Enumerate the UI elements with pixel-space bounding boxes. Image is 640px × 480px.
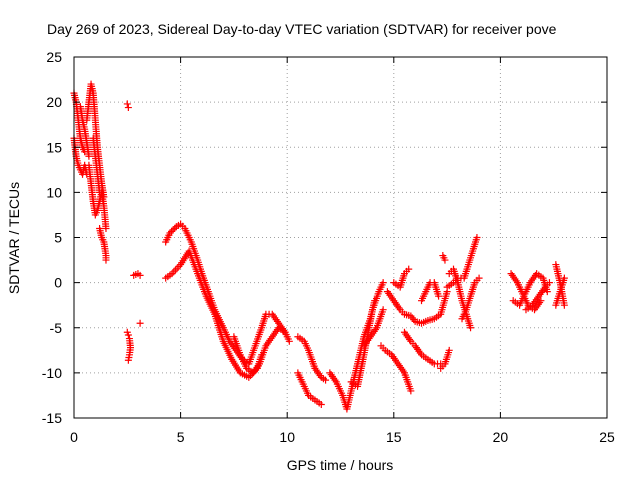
y-tick-label: 25 — [46, 49, 62, 65]
data-point — [96, 188, 104, 196]
y-tick-label: 20 — [46, 94, 62, 110]
data-point-interp — [171, 224, 179, 232]
data-point — [545, 279, 553, 287]
data-point — [124, 331, 132, 339]
data-point — [124, 356, 132, 364]
data-point — [445, 346, 453, 354]
y-axis-label: SDTVAR / TECUs — [6, 182, 22, 294]
data-point — [124, 104, 132, 112]
data-point — [473, 234, 481, 241]
x-tick-label: 10 — [279, 429, 295, 445]
x-tick-label: 5 — [177, 429, 185, 445]
chart-title: Day 269 of 2023, Sidereal Day-to-day VTE… — [47, 21, 557, 37]
grid-lines — [74, 57, 607, 418]
data-point-interp — [171, 266, 179, 274]
y-tick-label: 10 — [46, 184, 62, 200]
data-point — [435, 292, 443, 300]
data-point-interp — [173, 264, 181, 272]
y-tick-label: -10 — [42, 365, 62, 381]
data-point — [102, 224, 110, 232]
data-point — [379, 306, 387, 314]
x-tick-labels: 0 5 10 15 20 25 — [70, 429, 615, 445]
data-point — [322, 376, 330, 384]
y-tick-label: 5 — [54, 230, 62, 246]
y-tick-label: -5 — [50, 320, 63, 336]
data-point — [136, 271, 144, 279]
data-point — [560, 301, 568, 309]
x-tick-label: 0 — [70, 429, 78, 445]
data-points — [70, 80, 568, 413]
data-point — [136, 319, 144, 327]
x-tick-label: 25 — [599, 429, 615, 445]
data-point — [85, 152, 93, 160]
data-point-interp — [169, 226, 177, 234]
x-tick-label: 15 — [386, 429, 402, 445]
y-tick-label: 15 — [46, 139, 62, 155]
data-point — [405, 265, 413, 273]
data-point — [317, 400, 325, 408]
y-tick-labels: -15 -10 -5 0 5 10 15 20 25 — [42, 49, 62, 426]
data-point — [166, 229, 174, 237]
data-point — [475, 274, 483, 282]
axis-ticks — [73, 56, 608, 419]
data-point — [407, 387, 415, 395]
data-point — [102, 256, 110, 264]
data-point — [560, 274, 568, 282]
data-point-interp — [170, 268, 178, 276]
data-point-interp — [168, 227, 176, 235]
plot-frame — [73, 56, 608, 419]
x-tick-label: 20 — [493, 429, 509, 445]
data-point — [441, 256, 449, 264]
x-axis-label: GPS time / hours — [287, 457, 394, 473]
data-point — [285, 337, 293, 345]
y-tick-label: -15 — [42, 410, 62, 426]
y-tick-label: 0 — [54, 275, 62, 291]
data-point — [123, 100, 131, 108]
data-point — [467, 324, 475, 332]
data-point — [379, 279, 387, 287]
